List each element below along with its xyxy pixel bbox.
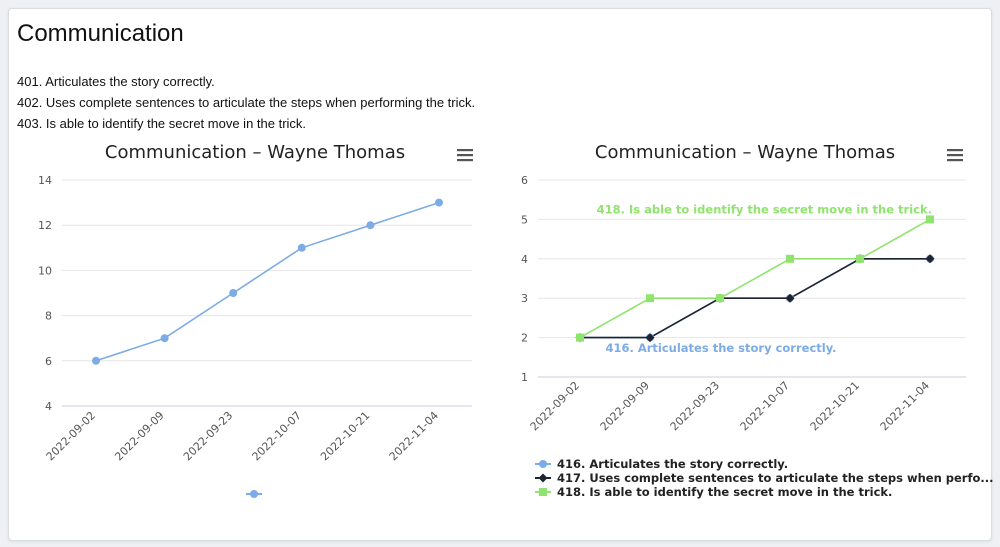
legend-item-marker[interactable] [250, 490, 258, 498]
chart-2-series-label: 418. Is able to identify the secret move… [597, 202, 932, 216]
hamburger-icon-bar [947, 159, 963, 162]
chart-2-series-2-point[interactable] [785, 293, 795, 303]
hamburger-icon[interactable] [457, 149, 473, 162]
chart-1-y-tick-label: 10 [38, 264, 52, 277]
chart-2-title: Communication – Wayne Thomas [595, 142, 895, 163]
chart-2-series-3-point[interactable] [926, 215, 934, 224]
chart-2-x-tick-label: 2022-11-04 [878, 379, 932, 433]
chart-2-series-label: 416. Articulates the story correctly. [605, 341, 836, 355]
chart-1-y-tick-label: 4 [45, 400, 52, 413]
chart-2-y-tick-label: 6 [521, 174, 528, 187]
chart-2-y-tick-label: 1 [521, 371, 528, 384]
chart-1-x-tick-label: 2022-09-23 [181, 409, 235, 463]
chart-2-y-tick-label: 5 [521, 213, 528, 226]
chart-2-y-tick-label: 3 [521, 292, 528, 305]
legend-item-label: 416. Articulates the story correctly. [557, 457, 788, 471]
chart-2-series-2-point[interactable] [645, 333, 655, 343]
description-401: 401. Articulates the story correctly. [17, 74, 215, 89]
chart-2-series-3-point[interactable] [716, 294, 724, 303]
legend-item-marker[interactable] [538, 473, 548, 483]
chart-2-x-tick-label: 2022-09-09 [598, 379, 652, 433]
chart-2-x-tick-label: 2022-09-23 [668, 379, 722, 433]
chart-1-series-1-point[interactable] [435, 198, 443, 207]
chart-2-y-tick-label: 4 [521, 253, 528, 266]
chart-2-x-tick-label: 2022-10-21 [808, 379, 862, 433]
chart-2-x-tick-label: 2022-09-02 [528, 379, 582, 433]
page-title: Communication [17, 20, 184, 47]
chart-1-y-tick-label: 14 [38, 174, 52, 187]
chart-1-series-1-point[interactable] [297, 243, 306, 252]
hamburger-icon-bar [457, 159, 473, 162]
chart-1-x-tick-label: 2022-09-09 [112, 409, 166, 463]
chart-2-series-3-line [579, 218, 931, 339]
chart-2-y-tick-label: 2 [521, 332, 528, 345]
description-403: 403. Is able to identify the secret move… [17, 116, 307, 131]
chart-2-series-2-line [580, 257, 930, 339]
chart-2-series-3-point[interactable] [786, 254, 794, 263]
chart-2-series-3-point[interactable] [856, 254, 864, 263]
chart-1-title: Communication – Wayne Thomas [105, 142, 405, 163]
chart-1-series-1-point[interactable] [160, 334, 169, 343]
chart-2-series-3-point[interactable] [646, 294, 654, 303]
chart-1-series-1-point[interactable] [229, 289, 238, 297]
chart-1-x-tick-label: 2022-10-07 [250, 409, 304, 463]
chart-1-y-tick-label: 12 [38, 219, 52, 232]
hamburger-icon-bar [947, 154, 963, 157]
chart-1-series-1-line [95, 201, 440, 362]
description-402: 402. Uses complete sentences to articula… [17, 95, 476, 110]
chart-1-series-1-point[interactable] [92, 356, 100, 365]
chart-1-y-tick-label: 6 [45, 355, 52, 368]
chart-1-x-tick-label: 2022-09-02 [44, 409, 98, 463]
legend-item-label: 417. Uses complete sentences to articula… [557, 471, 993, 485]
legend-item-label: 418. Is able to identify the secret move… [557, 485, 892, 499]
chart-2-x-tick-label: 2022-10-07 [738, 379, 792, 433]
chart-2-series-3-point[interactable] [576, 333, 584, 342]
hamburger-icon-bar [457, 154, 473, 157]
chart-1-series-1-point[interactable] [366, 221, 375, 230]
hamburger-icon-bar [947, 149, 963, 152]
communication-card [8, 8, 992, 541]
legend-item-marker[interactable] [539, 488, 547, 496]
hamburger-icon[interactable] [947, 149, 963, 162]
hamburger-icon-bar [457, 149, 473, 152]
chart-2-series-2-point[interactable] [925, 254, 935, 264]
chart-1-y-tick-label: 8 [45, 310, 52, 323]
chart-1-x-tick-label: 2022-11-04 [387, 409, 441, 463]
legend-item-marker[interactable] [539, 460, 547, 468]
chart-1-x-tick-label: 2022-10-21 [318, 409, 372, 463]
